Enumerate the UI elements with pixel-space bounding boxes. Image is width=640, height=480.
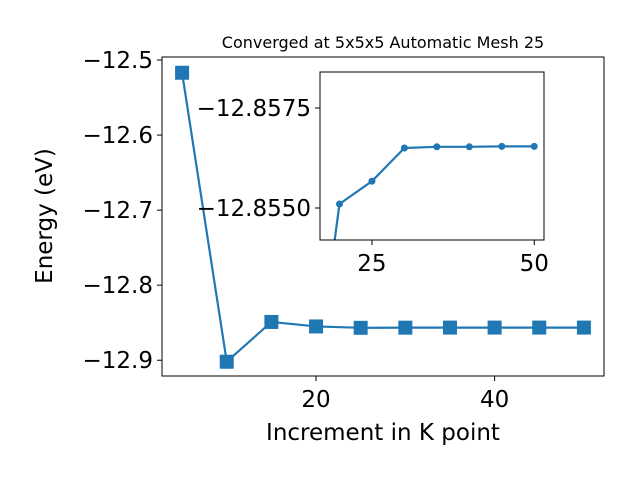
data-point-marker [487,320,502,335]
y-tick-label: −12.8 [83,273,153,299]
y-tick-label: −12.8575 [197,96,311,122]
data-point-marker [398,320,413,335]
main-y-ticks: −12.5 −12.6 −12.7 −12.8 −12.9 [83,48,162,374]
main-plot-frame [161,56,605,377]
chart-title: Converged at 5x5x5 Automatic Mesh 25 [222,33,544,52]
data-point-marker [219,354,234,369]
x-tick-label: 50 [520,251,549,277]
y-tick-label: −12.5 [83,48,153,74]
y-tick-label: −12.8550 [197,196,311,222]
main-axes: 20 40 −12.5−12.6−12.7−12.8−12.9 Converged… [32,33,605,446]
data-point-marker [532,320,547,335]
data-point-marker [576,320,591,335]
inset-plot-frame [319,71,545,241]
inset-background [320,72,544,240]
series-line [181,72,584,363]
y-tick-label: −12.9 [83,348,153,374]
y-axis-label: Energy (eV) [32,148,58,284]
data-point-marker [368,177,376,185]
main-series [175,65,591,369]
data-point-marker [530,142,538,150]
data-point-marker [309,319,324,334]
x-tick-label: 40 [480,387,509,413]
data-point-marker [498,142,506,150]
data-point-marker [400,144,408,152]
data-point-marker [353,320,368,335]
data-point-marker [442,320,457,335]
data-point-marker [264,314,279,329]
x-tick-label: 20 [301,387,330,413]
x-axis-label: Increment in K point [266,420,500,446]
data-point-marker [433,143,441,151]
inset-y-ticks: −12.8575 −12.8550 [197,96,320,222]
y-tick-label: −12.7 [83,198,153,224]
inset-series [333,142,538,240]
data-point-marker [465,143,473,151]
inset-axes: 25 50 −12.8575 −12.8550 [197,71,549,277]
x-tick-label: 25 [357,251,386,277]
data-point-marker [175,65,190,80]
y-tick-label: −12.6 [83,123,153,149]
inset-x-ticks: 25 50 [357,240,549,277]
main-x-ticks: 20 40 [301,376,509,413]
